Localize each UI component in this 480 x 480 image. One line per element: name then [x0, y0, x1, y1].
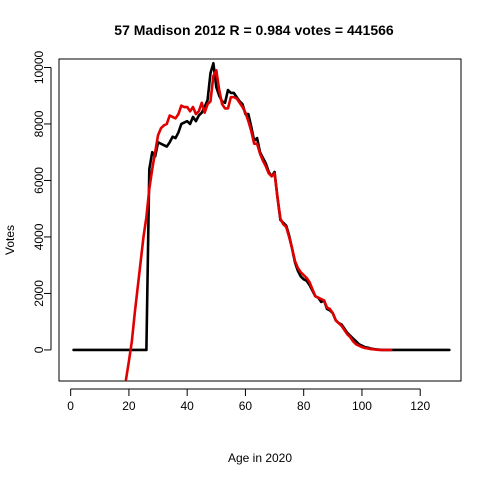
y-tick-label-5: 10000 — [32, 50, 46, 84]
y-tick-label-3: 6000 — [32, 167, 46, 194]
x-axis-title: Age in 2020 — [228, 451, 292, 465]
y-axis-title: Votes — [3, 225, 17, 255]
y-tick-label-0: 0 — [32, 346, 46, 353]
x-axis: 0 20 40 60 80 100 120 — [67, 388, 431, 413]
x-tick-label-5: 100 — [352, 399, 372, 413]
x-tick-label-6: 120 — [410, 399, 430, 413]
chart-title: 57 Madison 2012 R = 0.984 votes = 441566 — [114, 22, 394, 38]
y-tick-label-4: 8000 — [32, 110, 46, 137]
series-line-0 — [72, 61, 451, 352]
plot-frame — [58, 58, 462, 382]
x-tick-label-2: 40 — [180, 399, 194, 413]
x-tick-label-1: 20 — [122, 399, 136, 413]
x-tick-label-0: 0 — [67, 399, 74, 413]
x-tick-label-3: 60 — [239, 399, 253, 413]
y-axis: 0 2000 4000 6000 8000 10000 — [32, 50, 52, 353]
y-tick-label-2: 4000 — [32, 223, 46, 250]
series-line-1 — [124, 69, 393, 381]
x-tick-label-4: 80 — [297, 399, 311, 413]
series-layer — [72, 61, 451, 381]
y-tick-label-1: 2000 — [32, 280, 46, 307]
